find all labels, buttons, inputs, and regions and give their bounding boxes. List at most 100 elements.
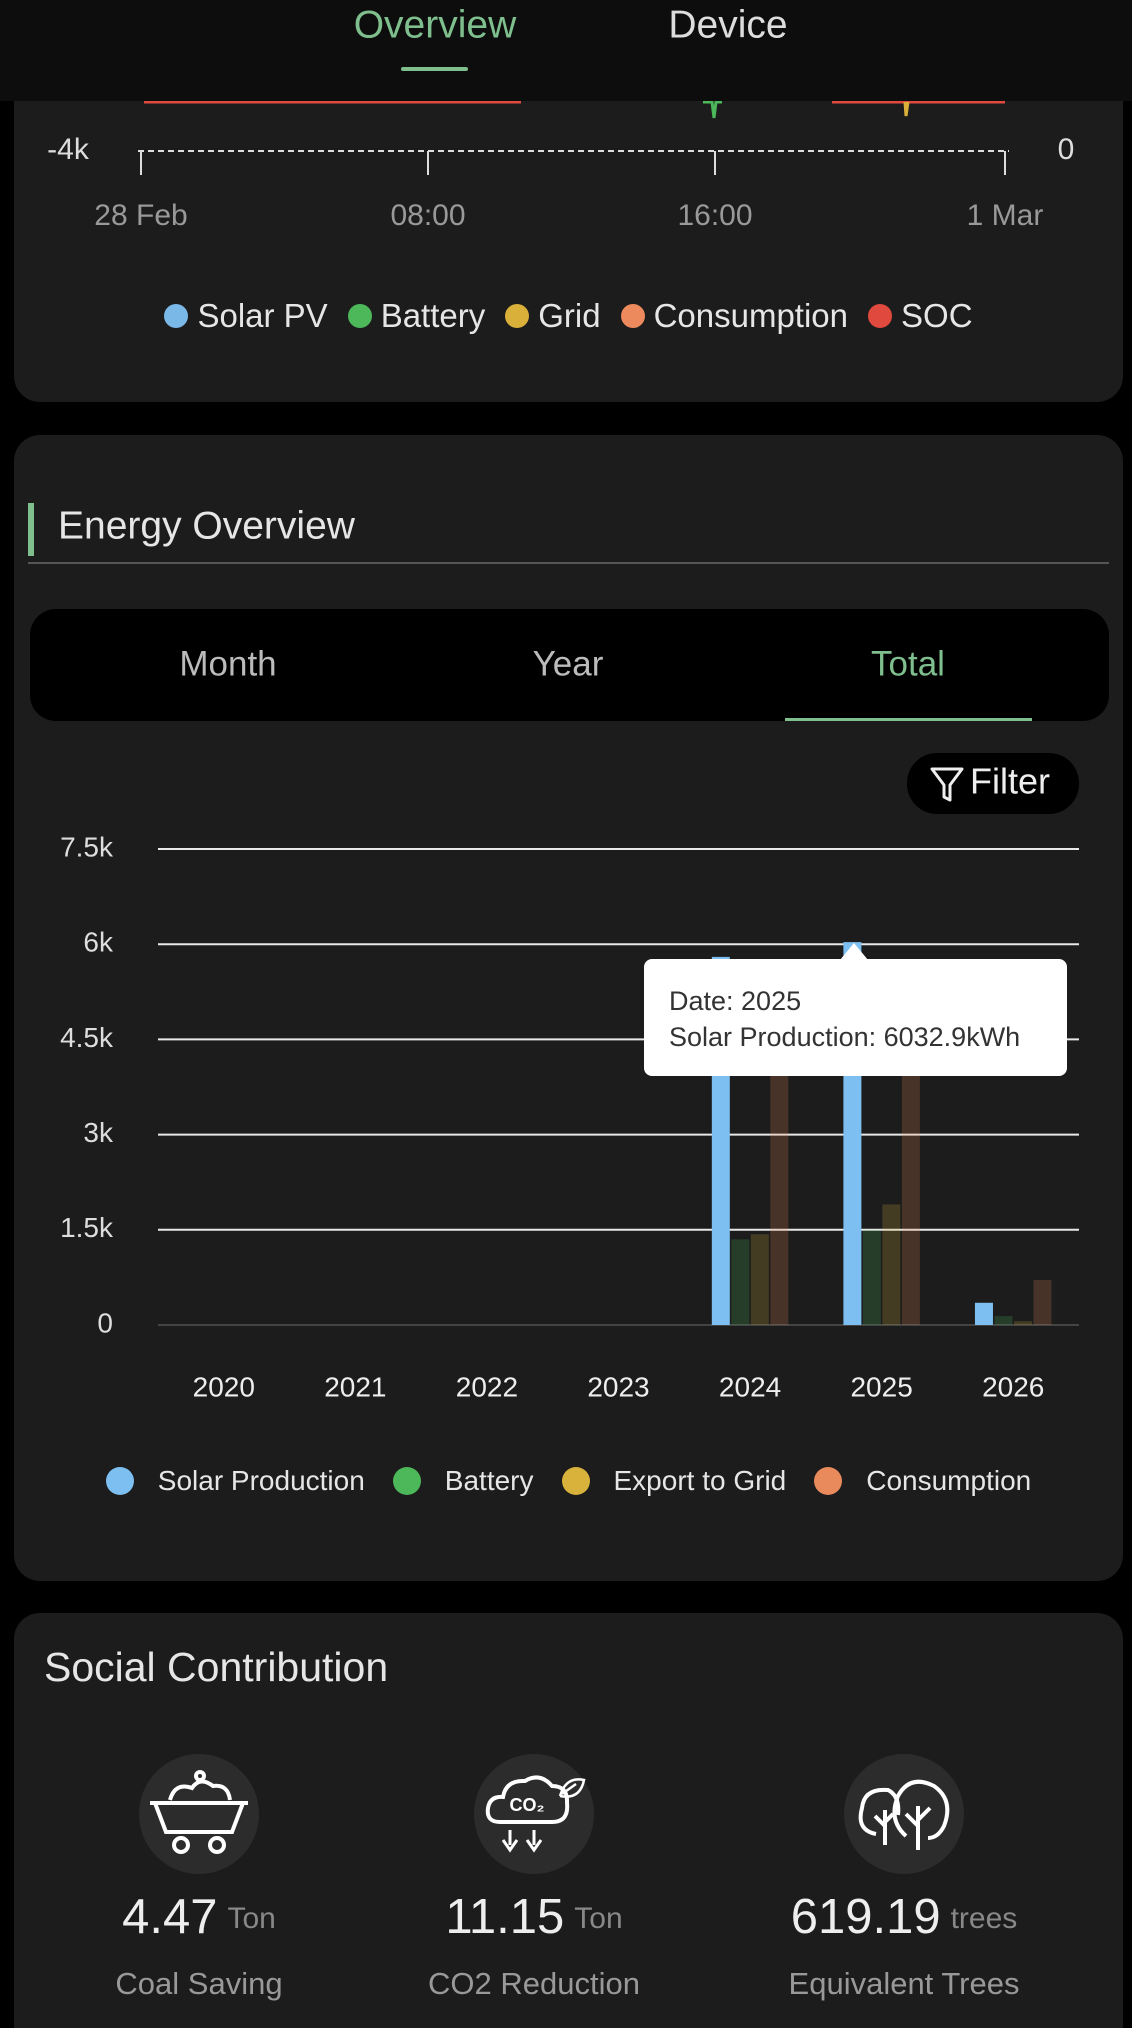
- legend-item: Grid: [505, 297, 601, 335]
- bar: [901, 1007, 920, 1325]
- filter-icon: [930, 767, 964, 802]
- y-tick-label: 1.5k: [60, 1212, 114, 1243]
- bar: [731, 1239, 750, 1325]
- period-tab[interactable]: Total: [871, 644, 945, 683]
- stat-label: CO2 Reduction: [428, 1966, 640, 2001]
- legend-item: Battery: [392, 1465, 534, 1497]
- legend-dot: [347, 304, 372, 328]
- legend-item: Battery: [347, 297, 486, 335]
- bar: [974, 1302, 993, 1325]
- tooltip: Date: 2025 Solar Production: 6032.9kWh: [644, 943, 1067, 1076]
- stat: 11.15 Ton: [445, 1890, 622, 1944]
- legend-item: Export to Grid: [561, 1465, 787, 1497]
- line-fragment: [903, 101, 910, 117]
- stat: 619.19 trees: [791, 1890, 1018, 1944]
- y-tick-label: 3k: [83, 1117, 114, 1148]
- header: [0, 0, 1132, 101]
- x-tick-label: 1 Mar: [967, 199, 1044, 232]
- stat: 4.47 Ton: [122, 1890, 276, 1944]
- x-tick-label: 2025: [850, 1371, 912, 1402]
- legend-label: Solar PV: [197, 297, 328, 334]
- title-accent: [28, 503, 34, 556]
- legend-label: SOC: [901, 297, 973, 334]
- legend-item: Consumption: [620, 297, 849, 335]
- coal-icon: [139, 1754, 259, 1874]
- period-tab[interactable]: Month: [179, 644, 276, 683]
- filter-label[interactable]: Filter: [970, 761, 1050, 802]
- stat-unit: trees: [951, 1902, 1018, 1935]
- stat-value: 11.15: [445, 1890, 564, 1944]
- legend: Solar Production Battery Export to Grid Con…: [14, 1465, 1123, 1497]
- y-tick-label: 0: [97, 1307, 113, 1338]
- x-tick-label: 2024: [719, 1371, 781, 1402]
- legend-label: Battery: [380, 297, 486, 334]
- tab-indicator: [785, 718, 1032, 721]
- y-tick-label: -4k: [47, 133, 90, 166]
- tab-indicator: [401, 67, 468, 71]
- tooltip-arrow: [840, 943, 868, 960]
- line-fragment: [703, 100, 722, 119]
- x-axis: 28 Feb 08:00 16:00 1 Mar: [94, 151, 1043, 232]
- bar: [770, 1014, 789, 1325]
- stat-label: Coal Saving: [115, 1966, 282, 2001]
- legend-dot: [868, 304, 893, 328]
- legend-label: Consumption: [653, 297, 849, 334]
- x-tick-label: 08:00: [390, 199, 465, 232]
- stat-unit: Ton: [574, 1902, 622, 1935]
- y-tick-label: 6k: [83, 927, 114, 958]
- stat-label: Equivalent Trees: [789, 1966, 1020, 2001]
- x-tick-label: 2022: [456, 1371, 518, 1402]
- icon-text: CO₂: [510, 1795, 545, 1815]
- legend-item: Consumption: [814, 1465, 1031, 1497]
- section-title: Energy Overview: [58, 504, 356, 547]
- x-tick-label: 16:00: [677, 199, 752, 232]
- bar: [994, 1316, 1013, 1325]
- legend-item: Solar PV: [164, 297, 328, 335]
- legend-dot: [164, 304, 189, 328]
- legend-dot: [620, 304, 645, 328]
- x-tick-label: 28 Feb: [94, 199, 187, 232]
- x-tick-label: 2023: [587, 1371, 649, 1402]
- x-tick-label: 2020: [193, 1371, 255, 1402]
- legend-item: SOC: [868, 297, 973, 335]
- trees-icon: [844, 1754, 964, 1874]
- y2-tick-label: 0: [1058, 133, 1075, 166]
- tooltip-line: Date: 2025: [669, 986, 801, 1016]
- bar: [1033, 1279, 1052, 1325]
- x-tick-label: 2021: [324, 1371, 386, 1402]
- legend-label: Solar Production: [157, 1465, 365, 1496]
- co2-icon: CO₂: [474, 1754, 594, 1874]
- filter-button[interactable]: Filter: [907, 753, 1079, 814]
- bar: [750, 1234, 769, 1325]
- legend-label: Battery: [444, 1465, 534, 1496]
- legend-label: Export to Grid: [613, 1465, 787, 1496]
- legend-label: Grid: [538, 297, 601, 334]
- y-tick-label: 4.5k: [60, 1022, 114, 1053]
- stat-value: 619.19: [791, 1890, 941, 1944]
- legend-dot: [561, 1467, 590, 1495]
- stat-value: 4.47: [122, 1890, 217, 1944]
- tooltip-box: [644, 959, 1067, 1076]
- legend-dot: [814, 1467, 843, 1495]
- legend-item: Solar Production: [105, 1465, 365, 1497]
- bar: [882, 1204, 901, 1325]
- bar: [862, 1229, 881, 1325]
- bar: [1013, 1321, 1032, 1325]
- period-switch: [30, 609, 1109, 721]
- period-tab[interactable]: Year: [533, 644, 604, 683]
- y-tick-label: 7.5k: [60, 831, 114, 862]
- legend-dot: [505, 304, 530, 328]
- legend-dot: [392, 1467, 421, 1495]
- tab[interactable]: Overview: [354, 3, 517, 46]
- social-stats: 4.47 Ton Coal Saving 11.15 Ton CO2 Reduction 6…: [115, 1890, 1019, 2001]
- legend-label: Consumption: [866, 1465, 1032, 1496]
- tooltip-line: Solar Production: 6032.9kWh: [669, 1022, 1020, 1052]
- legend: Solar PV Battery Grid Consumption SOC: [14, 297, 1123, 335]
- x-tick-label: 2026: [982, 1371, 1044, 1402]
- tab[interactable]: Device: [668, 3, 787, 46]
- legend-dot: [105, 1467, 134, 1495]
- stat-unit: Ton: [228, 1902, 276, 1935]
- section-title: Social Contribution: [44, 1644, 388, 1690]
